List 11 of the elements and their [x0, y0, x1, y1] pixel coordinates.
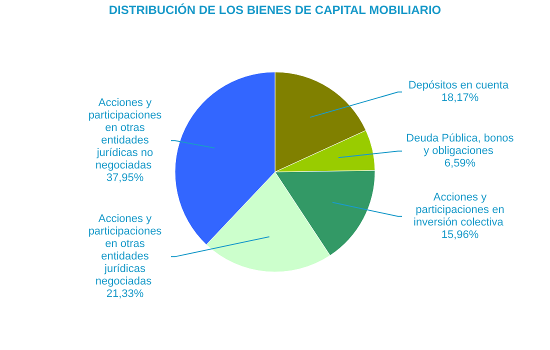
data-label: 18,17% — [441, 92, 479, 104]
data-label: 15,96% — [441, 228, 479, 241]
chart-title: DISTRIBUCIÓN DE LOS BIENES DE CAPITAL MOBILIARIO — [108, 3, 442, 17]
slice-label: Deuda Pública, bonos y obligaciones — [406, 132, 514, 157]
slice-label: Acciones y participaciones en otras entidades jurídicas negociadas — [88, 212, 162, 288]
data-label: 6,59% — [444, 157, 476, 170]
data-label: 37,95% — [106, 172, 144, 184]
slice-label: Acciones y participaciones en otras entidades jurídicas no negociadas — [88, 96, 162, 172]
slice-label: Acciones y participaciones en inversión colectiva — [414, 191, 506, 228]
slice-label: Depósitos en cuenta — [408, 80, 512, 92]
data-label: 21,33% — [106, 288, 144, 300]
